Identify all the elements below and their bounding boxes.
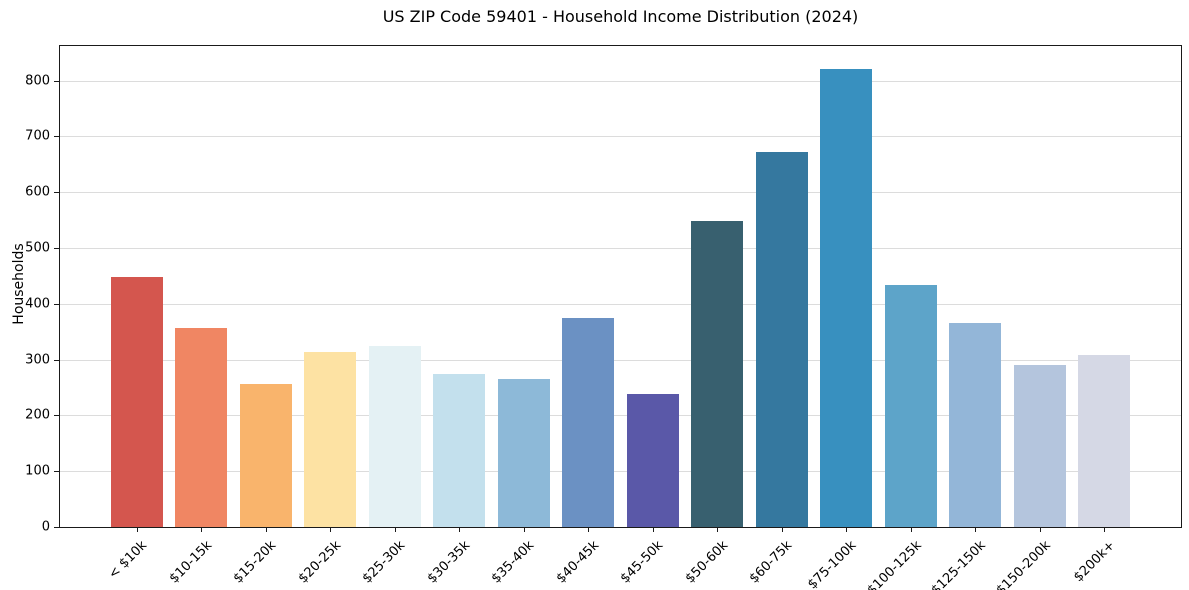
bar-45-50k [626,393,679,527]
x-tick-mark [523,527,525,532]
y-tick-label: 100 [25,463,50,479]
x-tick-mark [459,527,461,532]
x-tick-mark [394,527,396,532]
gridline [60,471,1181,473]
y-tick-label: 600 [25,184,50,200]
x-tick-mark [717,527,719,532]
gridline [60,359,1181,361]
gridline [60,247,1181,249]
chart-title: US ZIP Code 59401 - Household Income Dis… [382,7,859,26]
gridline [60,303,1181,305]
bar-125-150k [949,323,1002,527]
x-tick-mark [201,527,203,532]
x-tick-mark [265,527,267,532]
bar-200k [1078,354,1131,527]
gridline [60,136,1181,138]
bar-150-200k [1013,365,1066,527]
x-tick-mark [975,527,977,532]
x-tick-mark [330,527,332,532]
bar-60-75k [755,152,808,527]
y-tick-label: 500 [25,240,50,256]
y-tick-mark [54,247,59,249]
y-tick-mark [54,527,59,528]
x-tick-mark [1104,527,1106,532]
y-tick-mark [54,471,59,473]
y-tick-mark [54,136,59,138]
bar-10-15k [175,327,228,527]
y-tick-label: 200 [25,407,50,423]
x-tick-mark [136,527,138,532]
bar-25-30k [368,346,421,527]
bar-10k [110,277,163,527]
bar-50-60k [691,220,744,527]
y-tick-label: 300 [25,352,50,368]
y-tick-label: 0 [41,519,50,535]
y-tick-mark [54,415,59,417]
gridline [60,415,1181,417]
gridline [60,80,1181,82]
bar-100-125k [884,285,937,527]
y-tick-mark [54,303,59,305]
gridline [60,192,1181,194]
y-tick-mark [54,80,59,82]
bar-30-35k [433,374,486,527]
x-tick-mark [588,527,590,532]
x-tick-mark [652,527,654,532]
bar-15-20k [239,384,292,527]
y-tick-mark [54,192,59,194]
bar-20-25k [304,352,357,527]
bar-75-100k [820,68,873,527]
x-tick-mark [781,527,783,532]
y-tick-label: 400 [25,296,50,312]
plot-area: 0 100 200 300 400 500 600 700 800 < $10k $10-15k $… [25,45,1182,590]
bar-35-40k [497,378,550,527]
x-tick-mark [1039,527,1041,532]
y-tick-label: 700 [25,128,50,144]
y-tick-label: 800 [25,73,50,89]
y-tick-mark [54,359,59,361]
x-tick-mark [910,527,912,532]
bar-40-45k [562,318,615,527]
x-tick-mark [846,527,848,532]
